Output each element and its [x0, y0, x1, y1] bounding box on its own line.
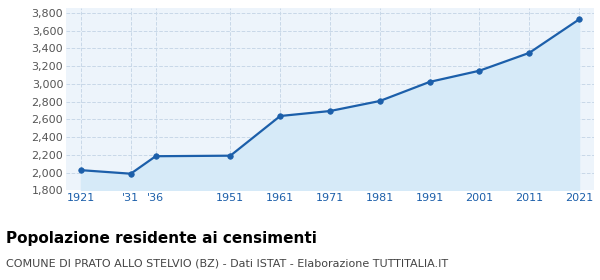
Text: COMUNE DI PRATO ALLO STELVIO (BZ) - Dati ISTAT - Elaborazione TUTTITALIA.IT: COMUNE DI PRATO ALLO STELVIO (BZ) - Dati… [6, 259, 448, 269]
Text: Popolazione residente ai censimenti: Popolazione residente ai censimenti [6, 231, 317, 246]
